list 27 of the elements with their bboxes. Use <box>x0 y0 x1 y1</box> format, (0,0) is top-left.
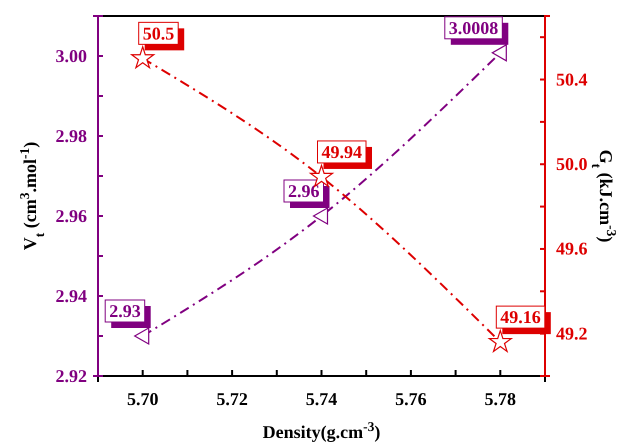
point <box>488 330 512 352</box>
x-axis-title: Density(g.cm$^{-3}$) <box>262 418 380 442</box>
y-tick-label: 2.96 <box>56 206 87 226</box>
y-tick-label: 2.94 <box>56 286 87 306</box>
data-label: 2.96 <box>288 181 320 201</box>
y-tick-label: 2.92 <box>56 366 87 386</box>
data-label: 2.93 <box>109 301 141 321</box>
x-tick-label: 5.74 <box>306 388 338 409</box>
point <box>492 44 507 62</box>
data-label: 3.0008 <box>448 18 498 38</box>
y-tick-label: 2.98 <box>56 126 87 146</box>
y-tick-label: 3.00 <box>56 46 87 66</box>
data-label: 49.94 <box>322 142 362 162</box>
data-label: 49.16 <box>500 307 541 328</box>
point <box>310 164 334 187</box>
y2-tick-label: 49.2 <box>556 323 588 344</box>
y2-tick-label: 50.0 <box>556 154 588 174</box>
y2-tick-label: 49.6 <box>556 238 588 259</box>
x-tick-label: 5.76 <box>395 388 427 409</box>
data-label: 50.5 <box>142 23 174 44</box>
point <box>131 46 154 68</box>
x-tick-label: 5.70 <box>126 388 158 409</box>
x-tick-label: 5.72 <box>216 388 248 409</box>
point <box>312 207 328 225</box>
x-tick-label: 5.78 <box>484 388 516 409</box>
point <box>134 327 150 345</box>
y2-tick-label: 50.4 <box>556 69 588 90</box>
